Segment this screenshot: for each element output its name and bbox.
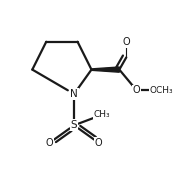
Text: N: N <box>70 89 78 99</box>
Text: O: O <box>95 138 102 148</box>
Text: S: S <box>71 120 77 130</box>
Text: O: O <box>122 37 130 47</box>
Text: CH₃: CH₃ <box>94 110 110 119</box>
Polygon shape <box>92 67 119 72</box>
Text: O: O <box>133 85 140 96</box>
Text: OCH₃: OCH₃ <box>149 86 173 95</box>
Text: O: O <box>46 138 54 148</box>
